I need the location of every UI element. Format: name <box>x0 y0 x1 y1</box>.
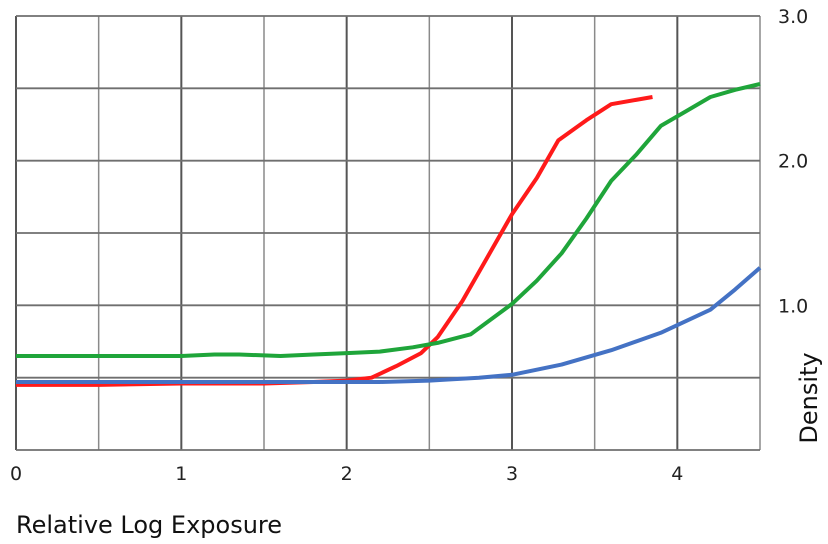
grid <box>15 15 761 451</box>
y-tick-label: 2.0 <box>778 151 808 173</box>
x-tick-label: 1 <box>175 463 187 485</box>
x-axis-ticks: 0 1 2 3 4 <box>10 463 683 485</box>
y-tick-label: 3.0 <box>778 6 808 28</box>
y-axis-ticks: 1.0 2.0 3.0 <box>778 6 808 317</box>
y-tick-label: 1.0 <box>778 295 808 317</box>
series-line-2 <box>16 82 761 358</box>
plot-area <box>16 82 762 387</box>
x-tick-label: 4 <box>671 463 683 485</box>
x-tick-label: 3 <box>506 463 518 485</box>
x-axis-label: Relative Log Exposure <box>16 511 282 539</box>
x-tick-label: 2 <box>341 463 353 485</box>
y-axis-label: Density <box>795 352 823 443</box>
series-line-3 <box>16 266 762 384</box>
x-tick-label: 0 <box>10 463 22 485</box>
series-line-1 <box>16 95 653 387</box>
